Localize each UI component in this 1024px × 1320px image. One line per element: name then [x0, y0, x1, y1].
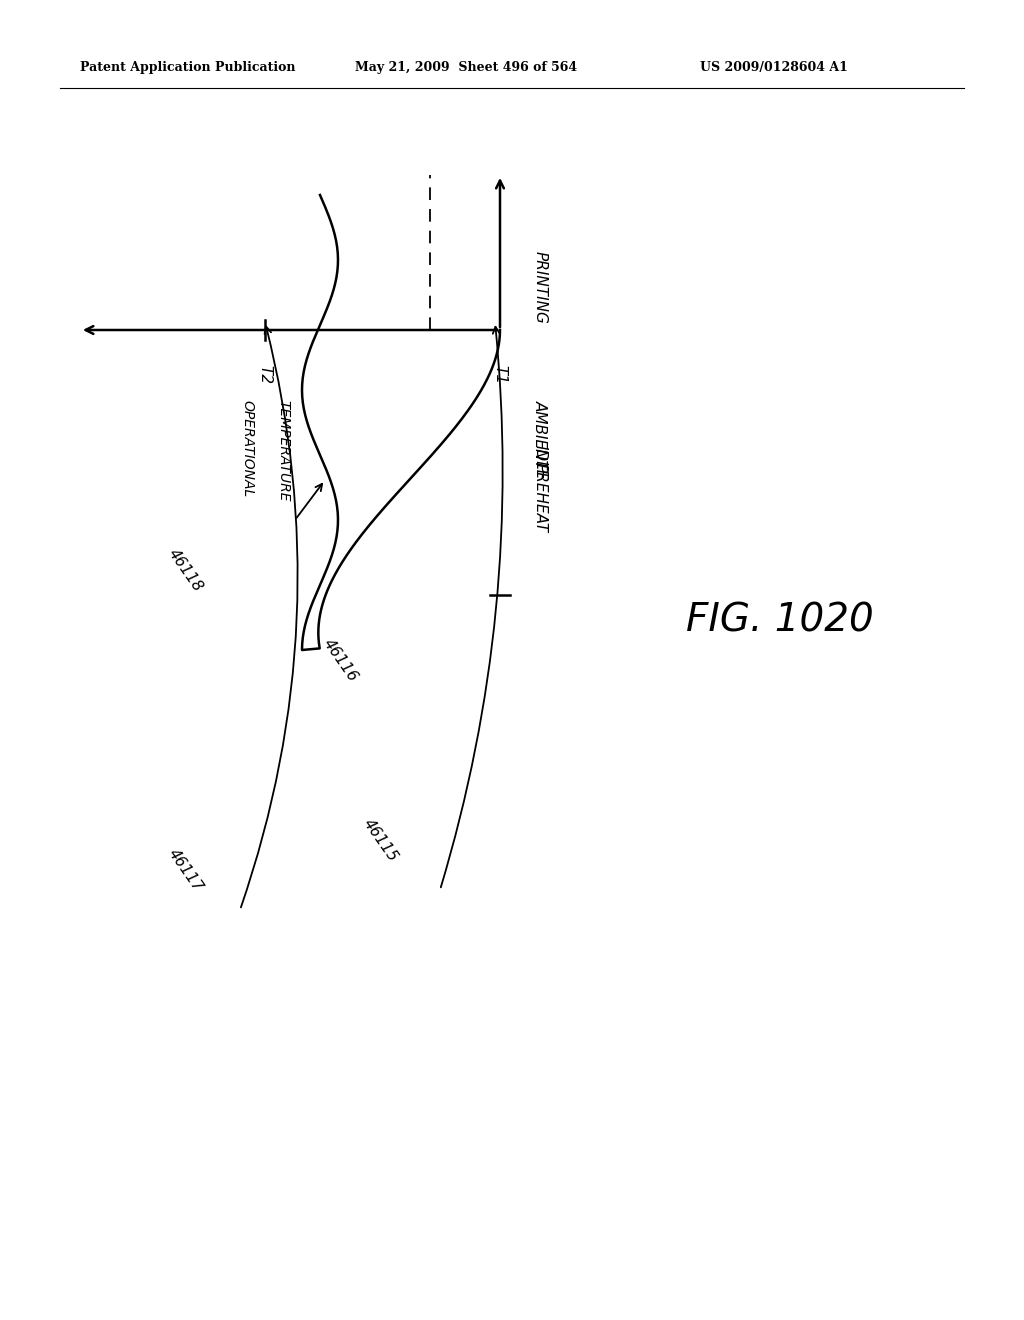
Text: TEMPERATURE: TEMPERATURE	[276, 400, 290, 502]
Text: T1: T1	[493, 366, 508, 384]
Text: 46117: 46117	[165, 846, 205, 894]
Text: Patent Application Publication: Patent Application Publication	[80, 62, 296, 74]
Text: PRINTING: PRINTING	[532, 251, 548, 323]
Text: PREHEAT: PREHEAT	[532, 463, 548, 532]
Text: AMBIENT: AMBIENT	[532, 400, 548, 469]
Text: 46118: 46118	[165, 545, 205, 594]
Text: T2: T2	[257, 366, 272, 384]
Text: IDLE: IDLE	[532, 445, 548, 479]
Text: FIG. 1020: FIG. 1020	[686, 601, 873, 639]
Text: US 2009/0128604 A1: US 2009/0128604 A1	[700, 62, 848, 74]
Text: OPERATIONAL: OPERATIONAL	[240, 400, 254, 498]
Text: 46116: 46116	[319, 636, 360, 684]
Text: 46115: 46115	[359, 816, 400, 865]
Text: May 21, 2009  Sheet 496 of 564: May 21, 2009 Sheet 496 of 564	[355, 62, 578, 74]
